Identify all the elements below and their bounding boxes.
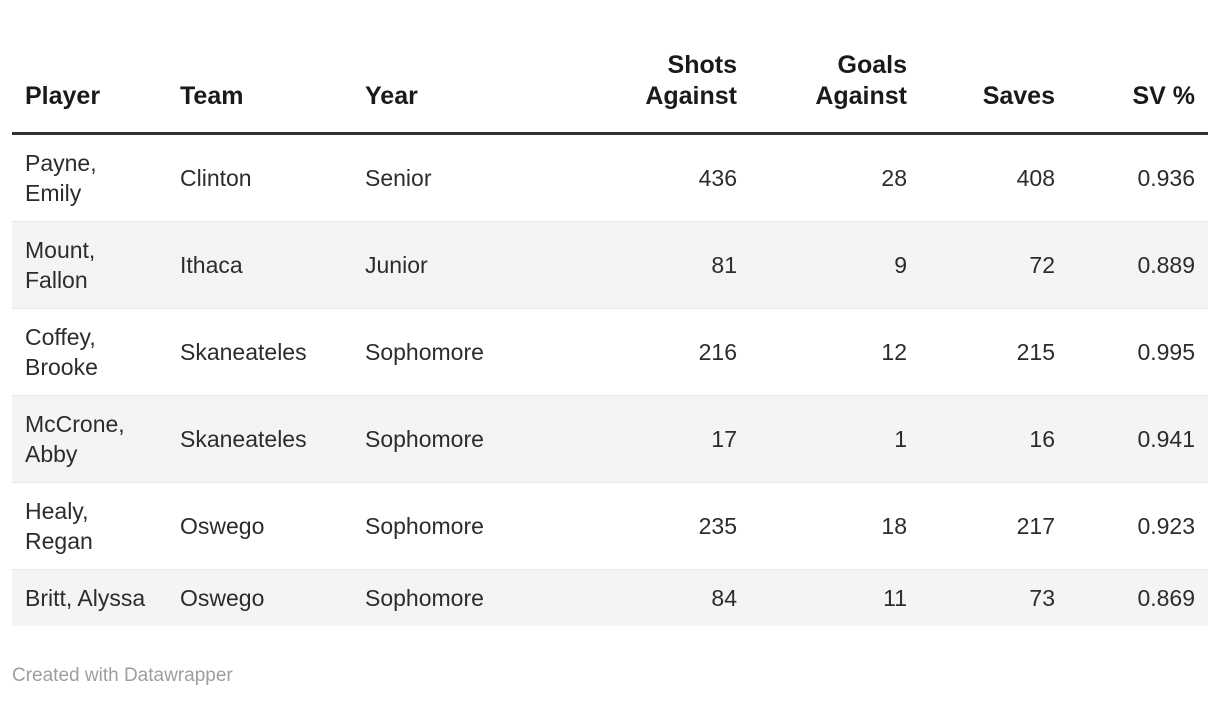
player-cell: Healy, Regan: [25, 498, 93, 554]
column-header-sv-pct: SV %: [1068, 50, 1208, 135]
datawrapper-attribution-link[interactable]: Created with Datawrapper: [12, 665, 233, 686]
table-row: Mount, Fallon Ithaca Junior 81 9 72 0.889: [12, 221, 1208, 309]
goals-against-cell: 28: [881, 165, 907, 191]
team-cell: Oswego: [180, 513, 265, 539]
column-header-year: Year: [352, 50, 570, 135]
table-row: Payne, Emily Clinton Senior 436 28 408 0.936: [12, 133, 1208, 222]
player-cell: Britt, Alyssa: [25, 585, 146, 611]
year-cell: Sophomore: [365, 339, 484, 365]
player-cell: McCrone, Abby: [25, 411, 125, 467]
shots-against-cell: 17: [711, 426, 737, 452]
year-cell: Senior: [365, 165, 432, 191]
saves-cell: 72: [1029, 252, 1055, 278]
saves-cell: 408: [1016, 165, 1055, 191]
player-cell: Mount, Fallon: [25, 237, 96, 293]
shots-against-cell: 235: [698, 513, 737, 539]
shots-against-cell: 81: [711, 252, 737, 278]
table-body: Payne, Emily Clinton Senior 436 28 408 0.936 Mo…: [12, 133, 1208, 626]
shots-against-cell: 216: [698, 339, 737, 365]
column-header-saves: Saves: [920, 50, 1068, 135]
year-cell: Sophomore: [365, 513, 484, 539]
goals-against-cell: 11: [883, 585, 907, 611]
team-cell: Oswego: [180, 585, 265, 611]
team-cell: Skaneateles: [180, 426, 307, 452]
player-cell: Payne, Emily: [25, 150, 97, 206]
column-header-player: Player: [12, 50, 167, 135]
saves-cell: 73: [1029, 585, 1055, 611]
sv-pct-cell: 0.869: [1137, 585, 1195, 611]
sv-pct-cell: 0.923: [1137, 513, 1195, 539]
goals-against-cell: 9: [894, 252, 907, 278]
table-row: McCrone, Abby Skaneateles Sophomore 17 1 16 0.…: [12, 395, 1208, 483]
table-row: Healy, Regan Oswego Sophomore 235 18 217 0.923: [12, 482, 1208, 570]
year-cell: Sophomore: [365, 585, 484, 611]
header-row: Player Team Year Shots Against Goals Against…: [12, 50, 1208, 135]
saves-cell: 217: [1016, 513, 1055, 539]
team-cell: Skaneateles: [180, 339, 307, 365]
saves-cell: 16: [1029, 426, 1055, 452]
sv-pct-cell: 0.941: [1137, 426, 1195, 452]
saves-cell: 215: [1016, 339, 1055, 365]
goals-against-cell: 12: [881, 339, 907, 365]
column-header-team: Team: [167, 50, 352, 135]
team-cell: Ithaca: [180, 252, 243, 278]
goals-against-cell: 18: [881, 513, 907, 539]
year-cell: Sophomore: [365, 426, 484, 452]
column-header-goals-against: Goals Against: [750, 50, 920, 135]
player-cell: Coffey, Brooke: [25, 324, 98, 380]
table-row: Britt, Alyssa Oswego Sophomore 84 11 73 0.869: [12, 569, 1208, 626]
team-cell: Clinton: [180, 165, 252, 191]
table-header: Player Team Year Shots Against Goals Against…: [12, 50, 1208, 135]
shots-against-cell: 84: [711, 585, 737, 611]
year-cell: Junior: [365, 252, 428, 278]
column-header-shots-against: Shots Against: [570, 50, 750, 135]
sv-pct-cell: 0.889: [1137, 252, 1195, 278]
stats-table: Player Team Year Shots Against Goals Against…: [12, 50, 1208, 626]
table-row: Coffey, Brooke Skaneateles Sophomore 216 12 2…: [12, 308, 1208, 396]
shots-against-cell: 436: [698, 165, 737, 191]
goals-against-cell: 1: [894, 426, 907, 452]
sv-pct-cell: 0.936: [1137, 165, 1195, 191]
sv-pct-cell: 0.995: [1137, 339, 1195, 365]
